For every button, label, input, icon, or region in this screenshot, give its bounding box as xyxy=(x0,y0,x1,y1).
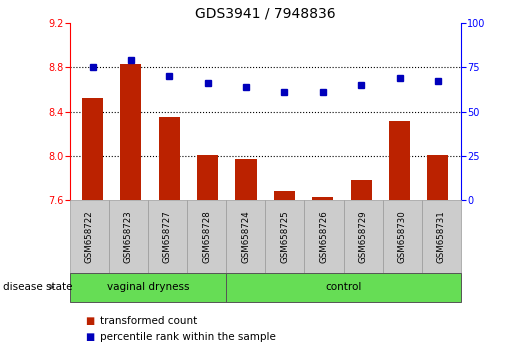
Text: GSM658728: GSM658728 xyxy=(202,210,211,263)
Text: GSM658725: GSM658725 xyxy=(280,210,289,263)
Text: disease state: disease state xyxy=(3,282,72,292)
Bar xyxy=(351,180,372,200)
Bar xyxy=(427,155,449,200)
Text: GSM658722: GSM658722 xyxy=(84,210,94,263)
Text: GSM658724: GSM658724 xyxy=(241,210,250,263)
Title: GDS3941 / 7948836: GDS3941 / 7948836 xyxy=(195,6,336,21)
Text: ■: ■ xyxy=(85,332,95,342)
Text: ■: ■ xyxy=(85,316,95,326)
Text: GSM658730: GSM658730 xyxy=(398,210,407,263)
Text: GSM658727: GSM658727 xyxy=(163,210,172,263)
Bar xyxy=(274,191,295,200)
Text: GSM658726: GSM658726 xyxy=(319,210,329,263)
Bar xyxy=(235,159,256,200)
Text: GSM658729: GSM658729 xyxy=(358,210,368,263)
Bar xyxy=(197,155,218,200)
Text: control: control xyxy=(325,282,362,292)
Bar xyxy=(312,197,333,200)
Text: transformed count: transformed count xyxy=(100,316,198,326)
Bar xyxy=(82,98,103,200)
Bar xyxy=(121,64,142,200)
Text: vaginal dryness: vaginal dryness xyxy=(107,282,189,292)
Bar xyxy=(389,121,410,200)
Text: GSM658731: GSM658731 xyxy=(437,210,446,263)
Text: percentile rank within the sample: percentile rank within the sample xyxy=(100,332,277,342)
Text: GSM658723: GSM658723 xyxy=(124,210,133,263)
Bar xyxy=(159,117,180,200)
